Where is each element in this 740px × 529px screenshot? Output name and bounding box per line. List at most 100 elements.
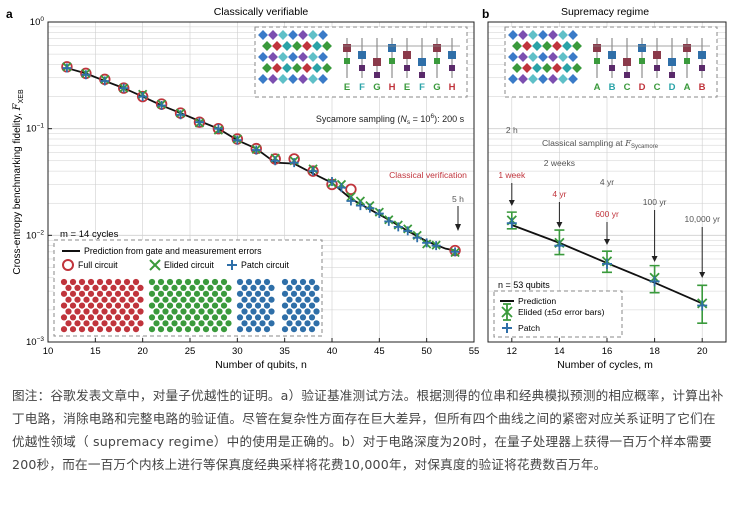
patch-circuit-point: [232, 135, 242, 145]
lattice-qubit: [263, 278, 271, 286]
circuit-gate-block: [358, 51, 366, 59]
x-tick-label: 25: [185, 346, 196, 357]
lattice-qubit: [236, 302, 244, 309]
circuit-gate-diamond: [542, 63, 552, 73]
lattice-qubit: [236, 278, 244, 286]
verification-time-label: 1 week: [498, 170, 526, 180]
panel-a-ticks: 10 15 20 25 30 35 40 45 50 55 100 10−1 10−2 10−3: [26, 16, 479, 357]
lattice-qubit: [119, 308, 126, 315]
patch-point: [602, 258, 612, 269]
lattice-qubit: [74, 308, 81, 315]
lattice-qubit: [162, 308, 169, 315]
lattice-qubit: [211, 278, 219, 286]
lattice-qubit: [263, 290, 271, 297]
lattice-qubit: [236, 290, 244, 297]
lattice-qubit: [290, 302, 298, 309]
circuit-gate-diamond: [568, 30, 578, 40]
lattice-qubit: [245, 326, 253, 333]
lattice-qubit: [96, 302, 104, 309]
lattice-qubit: [162, 296, 169, 303]
lattice-qubit: [268, 296, 275, 303]
lattice-qubit: [105, 302, 113, 309]
lattice-qubit: [128, 296, 135, 303]
lattice-qubit: [123, 302, 131, 309]
lattice-qubit: [259, 308, 266, 315]
lattice-qubit: [202, 278, 210, 286]
lattice-qubit: [166, 302, 174, 309]
circuit-gate-diamond: [542, 41, 552, 51]
patch-circuit-point: [393, 222, 403, 232]
lattice-qubit: [96, 290, 104, 297]
circuit-letter: G: [433, 82, 440, 93]
patch-point: [697, 300, 708, 311]
lattice-qubit: [281, 302, 289, 309]
lattice-qubit: [83, 296, 90, 303]
lattice-qubit: [119, 296, 126, 303]
lattice-qubit: [65, 296, 72, 303]
lattice-qubit: [189, 320, 196, 327]
lattice-illustrations: [60, 278, 320, 333]
lattice-qubit: [304, 320, 311, 327]
lattice-qubit: [286, 320, 293, 327]
x-tick-label: 15: [90, 346, 101, 357]
lattice-qubit: [250, 296, 257, 303]
patch-circuit-point: [194, 117, 204, 127]
legend-b-patch-marker: [502, 323, 512, 333]
lattice-qubit: [123, 314, 131, 321]
circuit-gate-diamond: [552, 41, 562, 51]
lattice-qubit: [166, 314, 174, 321]
lattice-qubit: [207, 284, 214, 291]
lattice-qubit: [241, 284, 248, 291]
verification-arrow-head: [455, 224, 461, 231]
lattice-qubit: [220, 326, 228, 333]
lattice-qubit: [189, 296, 196, 303]
circuit-gate-diamond: [528, 30, 538, 40]
patch-circuit-point: [431, 241, 441, 251]
lattice-qubit: [101, 308, 108, 315]
lattice-qubit: [308, 326, 316, 333]
lattice-qubit: [216, 296, 223, 303]
circuit-gate-block: [624, 72, 630, 78]
lattice-qubit: [92, 284, 99, 291]
sycamore-sampling-text: Sycamore sampling (Ns = 106): 200 s: [316, 113, 465, 126]
circuit-gate-diamond: [518, 52, 528, 62]
lattice-qubit: [259, 320, 266, 327]
lattice-qubit: [184, 278, 192, 286]
lattice-qubit: [87, 326, 95, 333]
lattice-qubit: [281, 314, 289, 321]
circuit-gate-block: [433, 44, 441, 52]
patch-point: [649, 276, 660, 287]
x-tick-label: 35: [279, 346, 290, 357]
legend-elided-marker: [149, 259, 161, 271]
lattice-qubit: [101, 296, 108, 303]
circuit-gate-diamond: [548, 74, 558, 84]
lattice-qubit: [128, 320, 135, 327]
lattice-qubit: [162, 284, 169, 291]
lattice-qubit: [308, 278, 316, 286]
legend-patch-marker: [227, 260, 237, 270]
x-tick-label: 14: [554, 346, 565, 357]
lattice-qubit: [193, 290, 201, 297]
circuit-letter: D: [639, 82, 646, 93]
lattice-qubit: [96, 314, 104, 321]
legend-elided-label: Elided circuit: [164, 260, 214, 270]
lattice-qubit: [299, 326, 307, 333]
circuit-letter: F: [359, 82, 365, 93]
circuit-gate-diamond: [568, 52, 578, 62]
lattice-qubit: [263, 302, 271, 309]
lattice-qubit: [198, 284, 205, 291]
lattice-qubit: [286, 308, 293, 315]
classical-time-label: 10,000 yr: [684, 214, 720, 224]
circuit-gate-diamond: [538, 52, 548, 62]
x-tick-label: 18: [649, 346, 660, 357]
circuit-gate-diamond: [572, 63, 582, 73]
panel-b-time-annotations: 2 h 1 week 2 weeks 4 yr 4 yr 600 yr 100 yr 10,0…: [498, 125, 720, 278]
circuit-letter: B: [609, 82, 616, 93]
lattice-qubit: [87, 314, 95, 321]
lattice-qubit: [245, 314, 253, 321]
circuit-gate-block: [373, 58, 381, 66]
x-tick-label: 10: [43, 346, 54, 357]
circuit-gate-diamond: [558, 30, 568, 40]
x-tick-label: 55: [469, 346, 480, 357]
